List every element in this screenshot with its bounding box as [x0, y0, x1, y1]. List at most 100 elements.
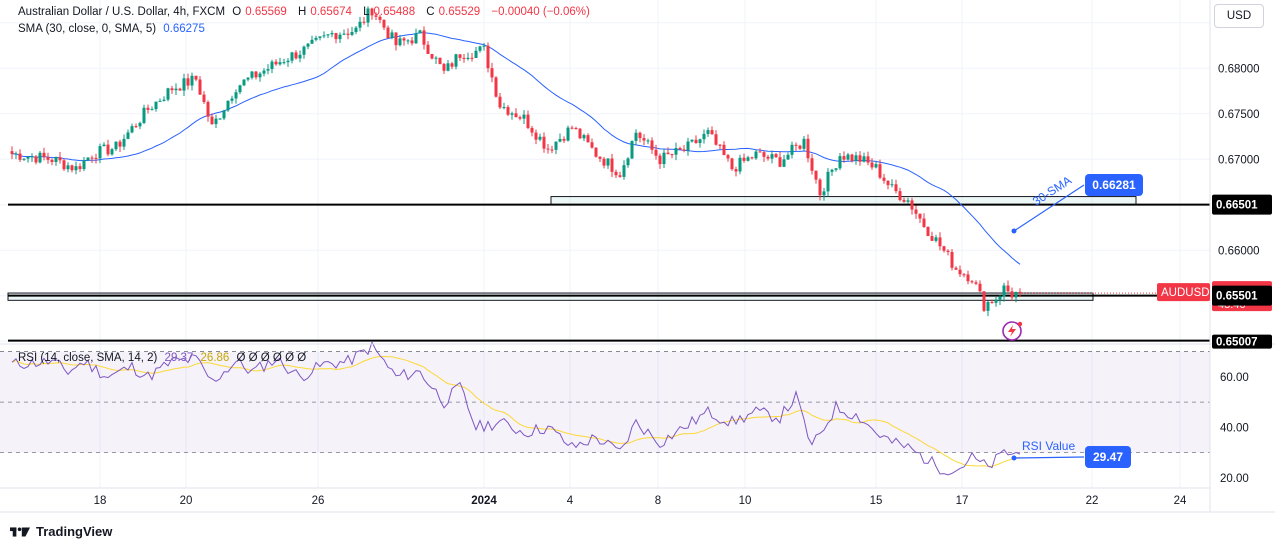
candle — [622, 160, 626, 180]
candle — [662, 148, 666, 168]
time-tick-label: 26 — [312, 495, 325, 507]
candle-body — [118, 141, 122, 147]
candle-body — [314, 37, 318, 40]
candle — [614, 169, 618, 178]
candle — [478, 45, 482, 53]
sma-callout-line — [1013, 184, 1085, 232]
ohlc-high: H 0.65674 — [298, 6, 352, 18]
candle — [218, 118, 222, 120]
candle-body — [562, 138, 566, 141]
candle — [706, 127, 710, 137]
sma-legend[interactable]: SMA (30, close, 0, SMA, 5) 0.66275 — [18, 23, 209, 35]
candle-body — [86, 157, 90, 161]
candle — [366, 6, 370, 27]
candle-body — [706, 130, 710, 134]
candle-body — [814, 170, 818, 180]
candle-body — [250, 71, 254, 78]
candle — [858, 151, 862, 166]
candle — [566, 125, 570, 142]
rsi-legend[interactable]: RSI (14, close, SMA, 14, 2) 29.37 26.86 … — [18, 352, 310, 364]
rsi-band-background — [0, 351, 1210, 453]
sma-callout-point — [1011, 228, 1017, 234]
candle — [586, 133, 590, 143]
time-tick-label: 18 — [94, 495, 107, 507]
candle — [154, 101, 158, 112]
rsi-legend-label: RSI (14, close, SMA, 14, 2) — [18, 352, 158, 364]
candle — [742, 153, 746, 163]
candle-body — [574, 128, 578, 130]
candle — [238, 84, 242, 95]
candle-body — [10, 151, 14, 154]
candle — [502, 102, 506, 110]
candle — [758, 148, 762, 153]
candle-body — [694, 139, 698, 144]
candle — [350, 26, 354, 37]
candle — [826, 168, 830, 197]
price-change: −0.00040 (−0.06%) — [491, 6, 590, 18]
candle-body — [606, 158, 610, 166]
candle — [470, 52, 474, 62]
candle-body — [130, 126, 134, 133]
candle — [442, 62, 446, 74]
candle — [330, 30, 334, 38]
candle-body — [1018, 291, 1022, 294]
candle — [346, 28, 350, 40]
candle — [430, 53, 434, 60]
support-resistance-zones[interactable] — [7, 196, 1137, 301]
candle — [418, 29, 422, 34]
symbol-title[interactable]: Australian Dollar / U.S. Dollar, 4h, FXC… — [18, 6, 226, 18]
rsi-tick-label: 60.00 — [1220, 372, 1249, 384]
ohlc-low: L 0.65488 — [363, 6, 416, 18]
candle-body — [22, 158, 26, 160]
candle-body — [646, 140, 650, 142]
rsi-callout-point — [1011, 455, 1017, 461]
candle — [626, 157, 630, 168]
candle-body — [906, 200, 910, 202]
candle-body — [530, 127, 534, 133]
footer-brand[interactable]: TradingView — [10, 524, 112, 539]
tradingview-logo-icon — [10, 526, 30, 537]
candle-body — [150, 109, 154, 111]
candle — [142, 104, 146, 125]
candle-body — [302, 46, 306, 55]
candle — [26, 155, 30, 163]
candle-body — [714, 134, 718, 145]
candle-body — [74, 166, 78, 171]
candle-body — [494, 77, 498, 97]
candle-body — [942, 246, 946, 251]
currency-button[interactable]: USD — [1214, 4, 1264, 28]
candle — [58, 151, 62, 164]
candle — [514, 108, 518, 118]
candle-body — [410, 40, 414, 44]
candle-body — [522, 114, 526, 119]
candle — [866, 151, 870, 166]
candle — [510, 111, 514, 120]
candle — [1002, 282, 1006, 302]
candle — [778, 151, 782, 168]
candle-body — [430, 53, 434, 59]
rsi-axis[interactable]: 60.00 40.00 20.00 — [1220, 372, 1249, 485]
candle — [290, 51, 294, 64]
candle-body — [1010, 291, 1014, 298]
candle-body — [750, 157, 754, 159]
candle — [358, 16, 362, 32]
candle — [810, 153, 814, 175]
candle-body — [862, 156, 866, 162]
sma-line — [11, 32, 1021, 265]
candle — [178, 87, 182, 91]
candle — [830, 168, 834, 176]
candle-body — [826, 171, 830, 192]
candle-body — [202, 94, 206, 102]
candle-body — [482, 45, 486, 47]
candle — [450, 61, 454, 70]
candle — [770, 150, 774, 164]
horizontal-levels[interactable] — [8, 203, 1210, 342]
candle — [534, 129, 538, 145]
event-flash-icon[interactable] — [1002, 321, 1023, 341]
candle — [590, 138, 594, 149]
candle — [874, 161, 878, 169]
candle-body — [538, 136, 542, 140]
time-axis[interactable]: 18 20 26 2024 4 8 10 15 17 22 24 — [94, 495, 1187, 507]
candle — [582, 133, 586, 141]
